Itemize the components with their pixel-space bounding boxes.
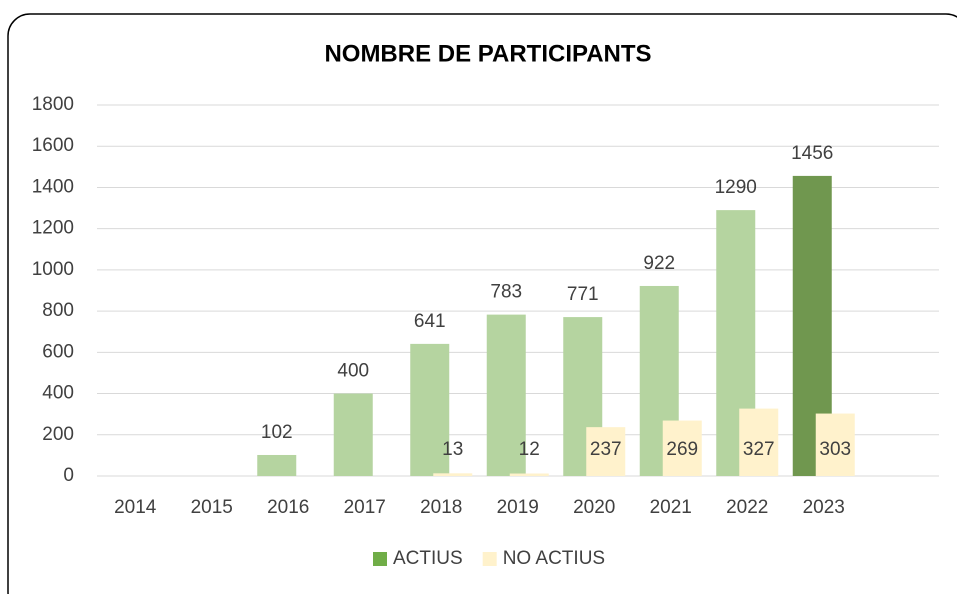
legend-label: NO ACTIUS [503, 548, 605, 569]
bar [739, 408, 779, 476]
y-tick-label: 0 [63, 465, 74, 486]
data-label: 783 [490, 282, 522, 303]
data-label: 771 [567, 284, 599, 305]
data-label: 237 [590, 439, 622, 460]
y-tick-label: 1200 [32, 218, 74, 239]
data-label: 641 [414, 311, 446, 332]
x-tick-label: 2022 [726, 497, 768, 518]
y-tick-label: 600 [42, 341, 74, 362]
y-tick-label: 200 [42, 424, 74, 445]
x-tick-label: 2021 [650, 497, 692, 518]
legend-label: ACTIUS [393, 548, 463, 569]
y-tick-label: 1600 [32, 135, 74, 156]
y-tick-label: 1000 [32, 259, 74, 280]
data-label: 13 [442, 439, 463, 460]
bar [509, 473, 549, 476]
data-label: 269 [666, 439, 698, 460]
x-tick-label: 2015 [191, 497, 233, 518]
bar [662, 420, 702, 476]
data-label: 1456 [791, 143, 833, 164]
legend-swatch [482, 552, 497, 566]
bar [433, 473, 473, 476]
y-tick-label: 1400 [32, 176, 74, 197]
y-tick-label: 1800 [32, 94, 74, 115]
x-tick-label: 2018 [420, 497, 462, 518]
x-tick-label: 2017 [344, 497, 386, 518]
bar [486, 314, 526, 476]
data-label: 303 [819, 439, 851, 460]
bar [410, 343, 450, 476]
data-label: 922 [643, 253, 675, 274]
data-label: 327 [743, 439, 775, 460]
data-label: 12 [519, 439, 540, 460]
x-tick-label: 2023 [803, 497, 845, 518]
data-label: 1290 [715, 177, 757, 198]
y-tick-label: 800 [42, 300, 74, 321]
data-label: 102 [261, 422, 293, 443]
bar [586, 427, 626, 476]
data-label: 400 [337, 361, 369, 382]
bar [257, 454, 297, 476]
bar [815, 413, 855, 476]
legend-swatch [373, 552, 387, 566]
x-tick-label: 2020 [573, 497, 615, 518]
x-tick-label: 2016 [267, 497, 309, 518]
bar [333, 393, 373, 476]
x-tick-label: 2014 [114, 497, 157, 518]
y-tick-label: 400 [42, 383, 74, 404]
x-tick-label: 2019 [497, 497, 539, 518]
chart-title: NOMBRE DE PARTICIPANTS [324, 40, 651, 67]
